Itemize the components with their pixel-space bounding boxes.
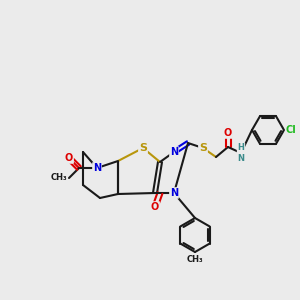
Text: O: O xyxy=(65,153,73,163)
Text: CH₃: CH₃ xyxy=(50,173,67,182)
Text: N: N xyxy=(170,147,178,157)
Text: N: N xyxy=(93,163,101,173)
Text: O: O xyxy=(151,202,159,212)
Text: S: S xyxy=(139,143,147,153)
Text: N: N xyxy=(170,188,178,198)
Text: O: O xyxy=(224,128,232,138)
Text: CH₃: CH₃ xyxy=(187,254,203,263)
Text: S: S xyxy=(199,143,207,153)
Text: H
N: H N xyxy=(238,143,244,163)
Text: Cl: Cl xyxy=(286,125,296,135)
